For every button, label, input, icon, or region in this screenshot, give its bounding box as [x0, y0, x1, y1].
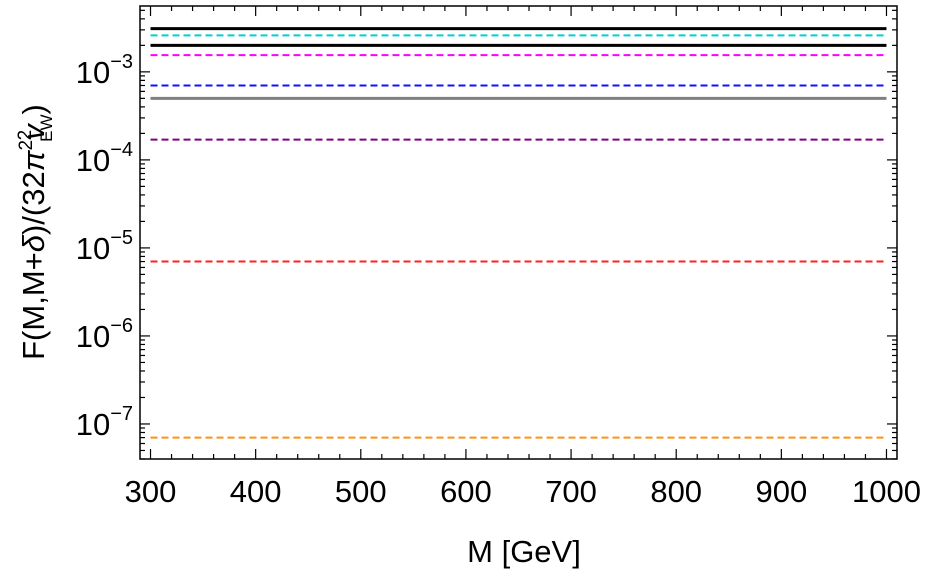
- x-axis-label: M [GeV]: [467, 534, 581, 569]
- x-tick-label: 600: [440, 474, 492, 509]
- x-tick-label: 1000: [852, 474, 921, 509]
- x-tick-label: 400: [230, 474, 282, 509]
- y-tick-label: 10−4: [76, 139, 133, 178]
- y-axis-label: F(M,M+δ)/(32π2v2EW): [15, 104, 56, 360]
- tick-labels: 300 400 500 600 700 800 900 1000 10−3 10−4 10−5 10−…: [76, 51, 921, 509]
- plot-frame: [139, 5, 898, 460]
- x-tick-label: 300: [125, 474, 177, 509]
- y-tick-label: 10−5: [76, 227, 133, 266]
- x-tick-label: 800: [650, 474, 702, 509]
- ticks-layer: [140, 6, 897, 460]
- y-tick-label: 10−3: [76, 51, 133, 90]
- x-tick-label: 500: [335, 474, 387, 509]
- y-tick-label: 10−7: [76, 403, 133, 442]
- x-tick-label: 700: [545, 474, 597, 509]
- y-tick-label: 10−6: [76, 315, 133, 354]
- x-tick-label: 900: [755, 474, 807, 509]
- series-layer: [150, 27, 887, 439]
